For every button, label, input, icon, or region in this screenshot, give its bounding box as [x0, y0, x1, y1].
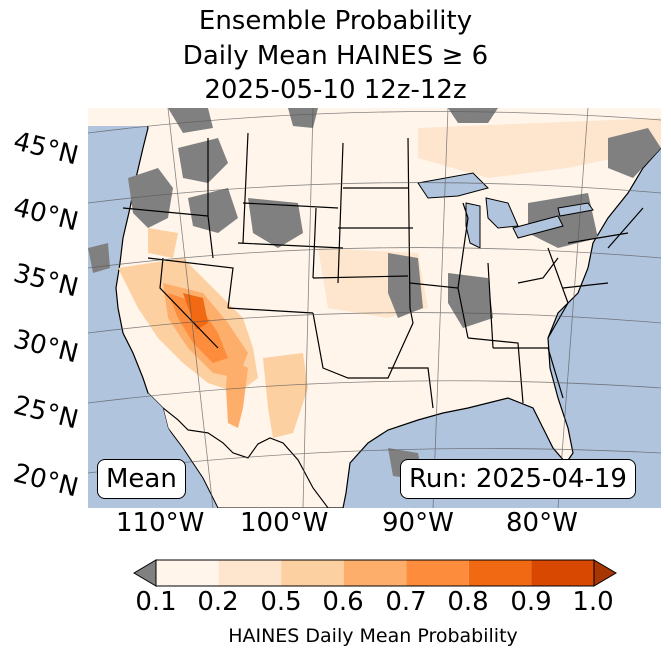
mean-label-box: Mean	[97, 459, 186, 499]
gulf-of-california	[148, 393, 206, 508]
lon-label-90: 90°W	[382, 508, 454, 538]
colorbar-tick: 0.8	[447, 587, 489, 617]
run-date-box: Run: 2025-04-19	[400, 459, 636, 499]
colorbar-tick: 0.1	[135, 587, 177, 617]
title-line-1: Ensemble Probability	[198, 6, 473, 36]
missing-data	[88, 108, 661, 480]
probability-map	[88, 108, 661, 508]
lat-label-45: 45°N	[10, 126, 82, 172]
title-line-2: Daily Mean HAINES ≥ 6	[182, 41, 489, 71]
lat-label-25: 25°N	[10, 390, 82, 436]
colorbar-tick: 0.9	[510, 587, 552, 617]
lat-label-35: 35°N	[10, 258, 82, 304]
lat-label-20: 20°N	[10, 458, 82, 504]
colorbar-tick: 0.7	[385, 587, 427, 617]
colorbar-cell	[281, 560, 344, 586]
colorbar	[133, 559, 617, 587]
colorbar-under-arrow	[133, 559, 157, 587]
colorbar-label: HAINES Daily Mean Probability	[228, 625, 518, 647]
colorbar-cell	[406, 560, 469, 586]
colorbar-over-arrow	[593, 559, 617, 587]
colorbar-cell	[531, 560, 594, 586]
colorbar-cell	[343, 560, 407, 586]
graticule	[88, 108, 661, 508]
lon-label-80: 80°W	[506, 508, 578, 538]
lat-label-40: 40°N	[10, 192, 82, 238]
colorbar-tick: 0.5	[260, 587, 302, 617]
colorbar-cell	[218, 560, 282, 586]
colorbar-tick: 0.2	[197, 587, 239, 617]
lon-label-110: 110°W	[116, 508, 205, 538]
great-lakes	[417, 172, 594, 249]
colorbar-cell	[468, 560, 532, 586]
colorbar-tick: 1.0	[572, 587, 614, 617]
colorbar-tick: 0.6	[322, 587, 364, 617]
lon-label-100: 100°W	[240, 508, 329, 538]
title-line-3: 2025-05-10 12z-12z	[204, 75, 467, 105]
state-borders	[122, 132, 644, 409]
colorbar-cell	[156, 560, 219, 586]
lat-label-30: 30°N	[10, 324, 82, 370]
